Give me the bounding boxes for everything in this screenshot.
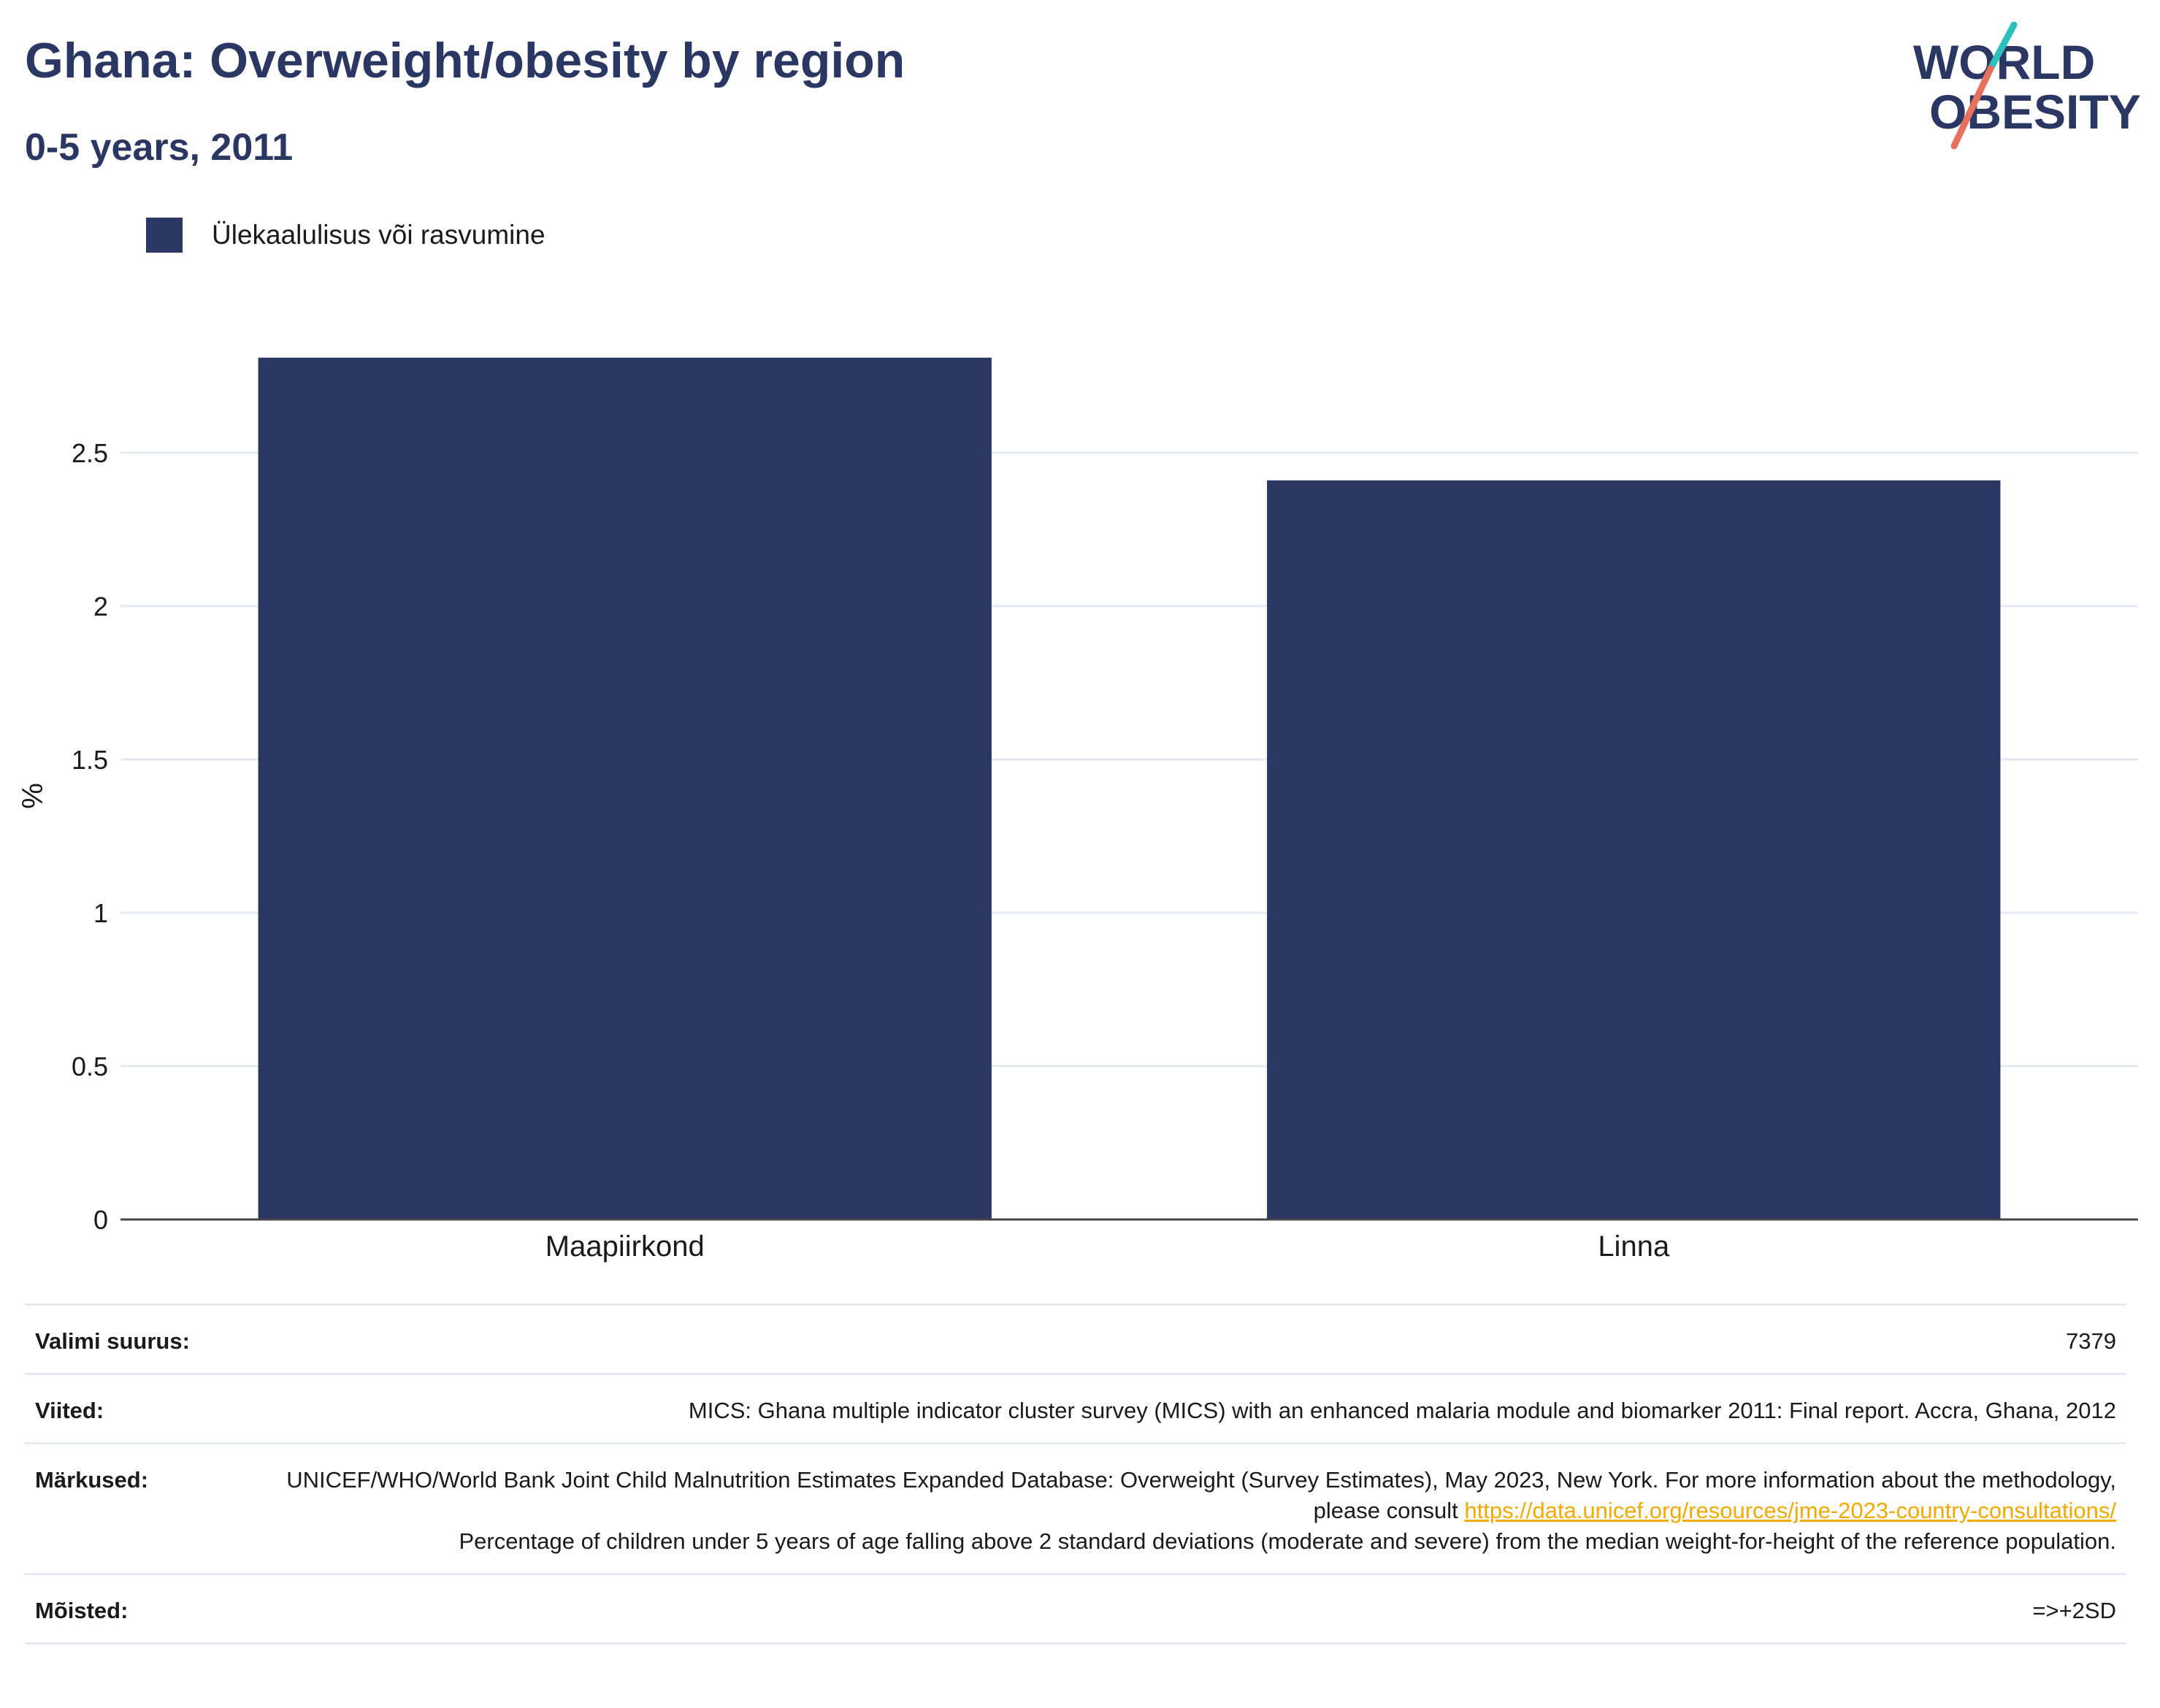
y-tick-label: 0.5 <box>72 1052 108 1081</box>
world-obesity-logo: WORLD OBESITY <box>1913 22 2141 150</box>
definitions-label: Mõisted: <box>25 1573 264 1644</box>
notes-value: UNICEF/WHO/World Bank Joint Child Malnut… <box>264 1442 2126 1574</box>
references-label: Viited: <box>25 1373 264 1444</box>
sample-size-value: 7379 <box>264 1303 2126 1374</box>
legend-swatch <box>146 218 183 253</box>
references-value: MICS: Ghana multiple indicator cluster s… <box>264 1373 2126 1444</box>
chart-title: Ghana: Overweight/obesity by region <box>25 33 905 88</box>
logo-slash-coral <box>1950 65 1994 150</box>
y-tick-label: 2.5 <box>72 438 108 468</box>
axes: 0 0.5 1 1.5 2 2.5 Maapiirkond Linna <box>72 438 2138 1263</box>
notes-text: UNICEF/WHO/World Bank Joint Child Malnut… <box>286 1467 2116 1523</box>
methodology-link[interactable]: https://data.unicef.org/resources/jme-20… <box>1464 1498 2116 1523</box>
y-axis-title: % <box>17 783 49 809</box>
info-row-references: Viited: MICS: Ghana multiple indicator c… <box>25 1373 2126 1444</box>
logo-slash-teal <box>1987 22 2018 72</box>
y-tick-label: 0 <box>93 1205 108 1235</box>
chart-legend: Ülekaalulisus või rasvumine <box>146 218 545 253</box>
info-table: Valimi suurus: 7379 Viited: MICS: Ghana … <box>25 1303 2126 1644</box>
info-row-sample-size: Valimi suurus: 7379 <box>25 1303 2126 1374</box>
chart-subtitle: 0-5 years, 2011 <box>25 126 294 169</box>
y-tick-label: 2 <box>93 591 108 621</box>
legend-label: Ülekaalulisus või rasvumine <box>212 220 545 250</box>
definitions-value: =>+2SD <box>264 1573 2126 1644</box>
bar <box>1267 480 2001 1219</box>
bars <box>258 357 2001 1219</box>
y-tick-label: 1 <box>93 898 108 928</box>
x-tick-label: Linna <box>1598 1230 1670 1263</box>
notes-label: Märkused: <box>25 1442 264 1574</box>
info-row-notes: Märkused: UNICEF/WHO/World Bank Joint Ch… <box>25 1442 2126 1574</box>
notes-definition-text: Percentage of children under 5 years of … <box>459 1528 2116 1554</box>
y-tick-label: 1.5 <box>72 745 108 775</box>
x-tick-label: Maapiirkond <box>545 1230 705 1263</box>
sample-size-label: Valimi suurus: <box>25 1303 264 1374</box>
bar-chart: 0 0.5 1 1.5 2 2.5 Maapiirkond Linna % <box>17 357 2138 1263</box>
info-row-definitions: Mõisted: =>+2SD <box>25 1573 2126 1644</box>
bar <box>258 357 992 1219</box>
